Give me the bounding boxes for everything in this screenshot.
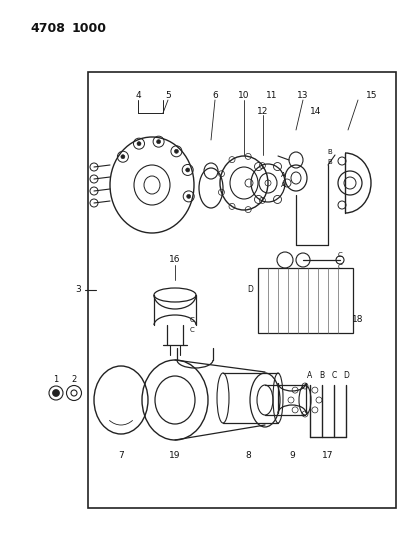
Text: 9: 9 [289, 450, 295, 459]
Circle shape [175, 149, 178, 154]
Text: B: B [328, 149, 333, 155]
Text: 10: 10 [238, 92, 250, 101]
Text: 15: 15 [366, 92, 378, 101]
Text: 8: 8 [245, 450, 251, 459]
Text: C: C [190, 327, 194, 333]
Circle shape [121, 155, 125, 159]
Text: A: A [281, 172, 285, 178]
Text: B: B [319, 370, 324, 379]
Text: 4708: 4708 [30, 21, 65, 35]
Text: 2: 2 [71, 376, 77, 384]
Text: 3: 3 [75, 286, 81, 295]
Text: 19: 19 [169, 450, 181, 459]
Circle shape [186, 168, 190, 172]
Text: 17: 17 [322, 450, 334, 459]
Text: 16: 16 [169, 255, 181, 264]
Circle shape [53, 390, 60, 397]
Text: B: B [328, 159, 333, 165]
Text: C: C [190, 317, 194, 323]
Text: 13: 13 [297, 92, 309, 101]
Circle shape [137, 142, 141, 146]
Text: D: D [247, 286, 253, 295]
Text: C: C [338, 264, 342, 270]
Text: 18: 18 [352, 316, 364, 325]
Bar [258, 268, 353, 333]
Text: 4: 4 [135, 92, 141, 101]
Text: 1000: 1000 [72, 21, 107, 35]
Text: C: C [338, 252, 342, 258]
Text: 11: 11 [266, 92, 278, 101]
Text: 7: 7 [118, 450, 124, 459]
Text: 12: 12 [257, 107, 269, 116]
Circle shape [187, 195, 191, 198]
Text: 6: 6 [212, 92, 218, 101]
Text: C: C [331, 370, 337, 379]
Text: A: A [281, 182, 285, 188]
Bar [88, 72, 396, 508]
Text: A: A [307, 370, 313, 379]
Text: D: D [343, 370, 349, 379]
Text: 14: 14 [310, 107, 322, 116]
Text: 5: 5 [165, 92, 171, 101]
Circle shape [157, 140, 161, 144]
Text: 1: 1 [53, 376, 59, 384]
